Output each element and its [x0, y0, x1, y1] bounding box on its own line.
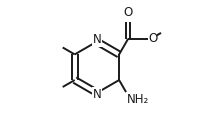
Text: O: O — [148, 32, 157, 45]
Text: NH₂: NH₂ — [127, 93, 149, 106]
Text: O: O — [124, 6, 133, 19]
Text: N: N — [92, 88, 101, 101]
Text: N: N — [92, 33, 101, 46]
